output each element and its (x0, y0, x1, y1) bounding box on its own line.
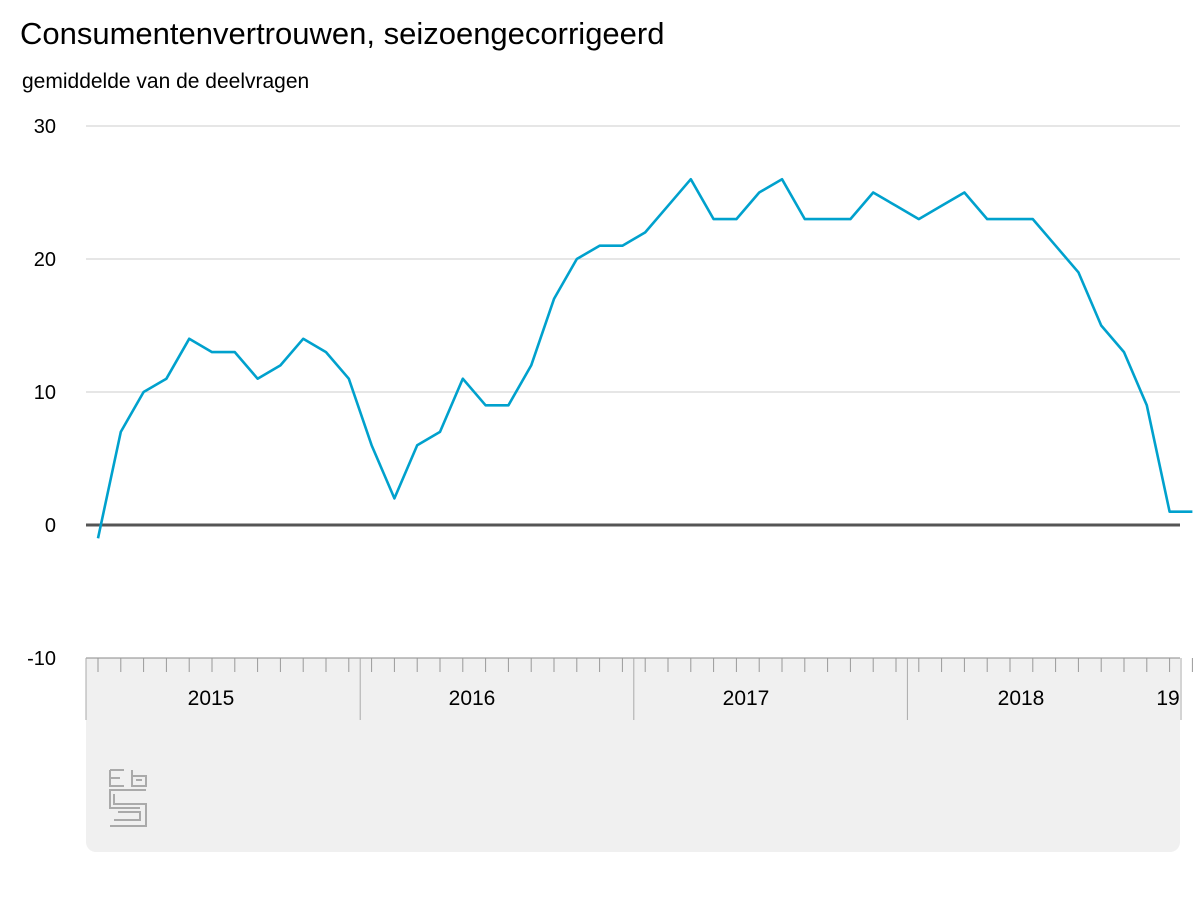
data-point (847, 216, 853, 222)
data-point (369, 442, 375, 448)
data-point (688, 176, 694, 182)
data-point (300, 336, 306, 342)
data-point (255, 376, 261, 382)
data-point (1053, 243, 1059, 249)
data-point (209, 349, 215, 355)
y-tick-label: 0 (45, 515, 56, 537)
data-point (414, 442, 420, 448)
axis-panel-top-fill (86, 658, 1180, 678)
y-tick-label: 10 (34, 382, 56, 404)
axis-panel (86, 658, 1180, 852)
x-category-label: 2018 (998, 687, 1045, 710)
data-point (346, 376, 352, 382)
data-point (711, 216, 717, 222)
x-category-label: 2015 (188, 687, 235, 710)
x-category-label: 2016 (449, 687, 496, 710)
data-point (118, 429, 124, 435)
data-point (95, 535, 101, 541)
data-point (1098, 323, 1104, 329)
data-point (483, 402, 489, 408)
data-point (505, 402, 511, 408)
data-point (1144, 402, 1150, 408)
data-point (916, 216, 922, 222)
data-point (391, 495, 397, 501)
data-point (619, 243, 625, 249)
data-point (277, 362, 283, 368)
data-point (1030, 216, 1036, 222)
data-point (574, 256, 580, 262)
data-point (939, 203, 945, 209)
data-point (1075, 269, 1081, 275)
y-tick-label: 20 (34, 249, 56, 271)
series-group (95, 176, 1195, 541)
data-point (232, 349, 238, 355)
data-point (460, 376, 466, 382)
chart-title: Consumentenvertrouwen, seizoengecorrigee… (20, 16, 665, 51)
data-point (141, 389, 147, 395)
data-point (437, 429, 443, 435)
data-point (186, 336, 192, 342)
data-point (1121, 349, 1127, 355)
y-tick-label: -10 (27, 648, 56, 670)
data-point (597, 243, 603, 249)
data-point (893, 203, 899, 209)
series-line (96, 177, 1193, 539)
y-axis-ticks: 30 20 10 0 -10 (27, 116, 56, 670)
data-point (961, 190, 967, 196)
data-point (984, 216, 990, 222)
data-point (163, 376, 169, 382)
x-axis: 2015 2016 2017 2018 19 (85, 657, 1193, 720)
data-point (802, 216, 808, 222)
data-point (870, 190, 876, 196)
data-point (1007, 216, 1013, 222)
y-tick-label: 30 (34, 116, 56, 138)
x-category-label: 2017 (723, 687, 770, 710)
cbs-logo-icon (109, 769, 147, 827)
data-point (779, 176, 785, 182)
data-point (1167, 509, 1173, 515)
data-point (551, 296, 557, 302)
data-point (756, 190, 762, 196)
data-point (825, 216, 831, 222)
gridlines (86, 125, 1180, 527)
data-point (733, 216, 739, 222)
data-point (323, 349, 329, 355)
data-point (665, 203, 671, 209)
data-point (528, 362, 534, 368)
data-point (642, 229, 648, 235)
data-point (1189, 509, 1195, 515)
chart-subtitle: gemiddelde van de deelvragen (22, 70, 310, 93)
x-category-label: 19 (1156, 687, 1179, 710)
